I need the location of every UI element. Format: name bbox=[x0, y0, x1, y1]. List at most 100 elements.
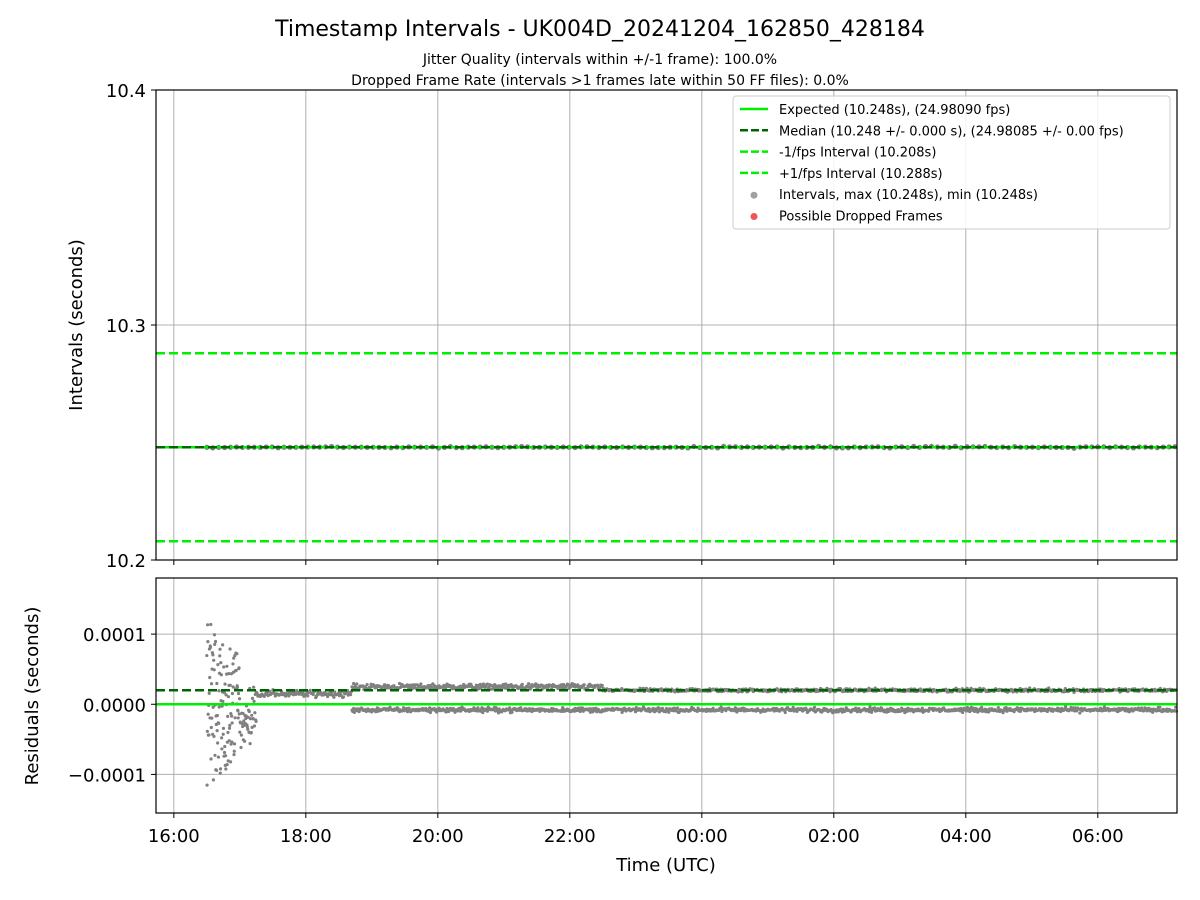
legend-label: Intervals, max (10.248s), min (10.248s) bbox=[779, 188, 1038, 203]
residual-point bbox=[213, 639, 218, 644]
intervals-series bbox=[156, 351, 1178, 543]
residual-point bbox=[258, 694, 262, 699]
residual-point bbox=[207, 733, 211, 737]
legend-label: Expected (10.248s), (24.98090 fps) bbox=[779, 103, 1010, 118]
residual-point bbox=[868, 705, 872, 709]
residual-point bbox=[520, 682, 524, 686]
residual-point bbox=[791, 705, 795, 709]
residual-point bbox=[238, 730, 242, 734]
residual-point bbox=[588, 710, 593, 714]
residual-point bbox=[242, 739, 247, 743]
residual-point bbox=[1004, 706, 1008, 710]
residual-point bbox=[254, 719, 258, 723]
residual-point bbox=[208, 675, 212, 680]
residual-point bbox=[211, 705, 215, 709]
residual-point bbox=[407, 706, 411, 710]
residual-point bbox=[252, 685, 256, 689]
x-axis-label: Time (UTC) bbox=[615, 855, 716, 876]
residual-point bbox=[212, 633, 217, 637]
residual-point bbox=[504, 682, 508, 686]
residual-point bbox=[225, 664, 229, 668]
residual-point bbox=[527, 682, 531, 686]
legend-label: -1/fps Interval (10.208s) bbox=[779, 146, 936, 161]
y-tick-label: 0.0001 bbox=[83, 625, 146, 646]
residual-point bbox=[233, 653, 237, 658]
residual-point bbox=[237, 697, 242, 701]
intervals-panel: 10.2 10.3 10.4 Intervals (seconds) Expecte… bbox=[66, 81, 1178, 572]
residual-point bbox=[212, 658, 216, 662]
residual-point bbox=[221, 643, 225, 647]
legend-box bbox=[732, 95, 1171, 230]
residual-point bbox=[250, 725, 254, 729]
residual-point bbox=[246, 727, 250, 731]
residual-point bbox=[667, 710, 671, 714]
residual-point bbox=[476, 706, 480, 710]
residual-point bbox=[244, 716, 248, 721]
chart-subtitle-2: Dropped Frame Rate (intervals >1 frames … bbox=[351, 73, 849, 89]
residual-point bbox=[221, 726, 226, 730]
residual-point bbox=[235, 652, 239, 656]
residual-point bbox=[223, 682, 227, 686]
residual-point bbox=[232, 656, 236, 660]
residual-point bbox=[232, 749, 236, 753]
residual-point bbox=[873, 706, 877, 710]
intervals-y-label: Intervals (seconds) bbox=[66, 239, 87, 411]
residual-point bbox=[207, 691, 211, 695]
residual-point bbox=[209, 725, 213, 730]
residual-point bbox=[227, 672, 231, 676]
residual-point bbox=[251, 717, 255, 721]
intervals-x-ticks bbox=[173, 560, 1099, 565]
residual-point bbox=[987, 710, 991, 714]
x-tick-label: 22:00 bbox=[544, 826, 596, 847]
residual-point bbox=[365, 682, 369, 687]
residual-point bbox=[534, 682, 538, 686]
residual-point bbox=[222, 750, 227, 755]
legend-marker bbox=[750, 213, 758, 220]
residual-point bbox=[996, 705, 1000, 710]
residual-point bbox=[227, 726, 232, 730]
residual-point bbox=[385, 686, 389, 690]
residual-point bbox=[226, 695, 231, 699]
residual-point bbox=[211, 653, 215, 657]
residual-point bbox=[218, 647, 222, 651]
residual-point bbox=[873, 686, 877, 690]
residual-point bbox=[311, 692, 315, 697]
residual-point bbox=[212, 734, 216, 738]
residual-point bbox=[519, 706, 523, 710]
residual-point bbox=[1151, 710, 1155, 714]
residual-point bbox=[228, 723, 232, 727]
residual-point bbox=[224, 767, 228, 771]
residual-point bbox=[253, 711, 257, 715]
residual-point bbox=[595, 683, 600, 687]
intervals-y-ticks: 10.2 10.3 10.4 bbox=[106, 81, 156, 572]
residual-point bbox=[332, 695, 336, 699]
residual-point bbox=[1126, 707, 1130, 711]
residual-point bbox=[239, 733, 244, 737]
residual-point bbox=[229, 711, 233, 716]
residual-point bbox=[1018, 709, 1023, 713]
residual-point bbox=[222, 691, 226, 695]
residuals-y-ticks: −0.0001 0.0000 0.0001 bbox=[68, 625, 156, 786]
residual-point bbox=[215, 681, 219, 686]
residual-point bbox=[206, 640, 210, 644]
residual-point bbox=[266, 694, 270, 698]
residual-point bbox=[237, 666, 241, 670]
residual-point bbox=[227, 739, 231, 743]
residual-point bbox=[1078, 711, 1082, 715]
x-tick-label: 20:00 bbox=[412, 826, 464, 847]
residual-point bbox=[675, 706, 680, 710]
residual-point bbox=[1158, 705, 1162, 710]
residual-point bbox=[219, 673, 223, 677]
residual-point bbox=[735, 710, 739, 714]
residuals-panel: −0.0001 0.0000 0.0001 16:00 18:00 20:00 22:00… bbox=[22, 577, 1179, 876]
residual-point bbox=[270, 691, 274, 695]
residual-point bbox=[217, 721, 221, 725]
residual-point bbox=[248, 717, 253, 721]
residual-point bbox=[352, 710, 356, 715]
residual-point bbox=[968, 709, 972, 714]
residual-point bbox=[733, 706, 737, 710]
residual-point bbox=[301, 690, 305, 695]
residual-point bbox=[211, 778, 216, 782]
residual-point bbox=[230, 740, 234, 744]
